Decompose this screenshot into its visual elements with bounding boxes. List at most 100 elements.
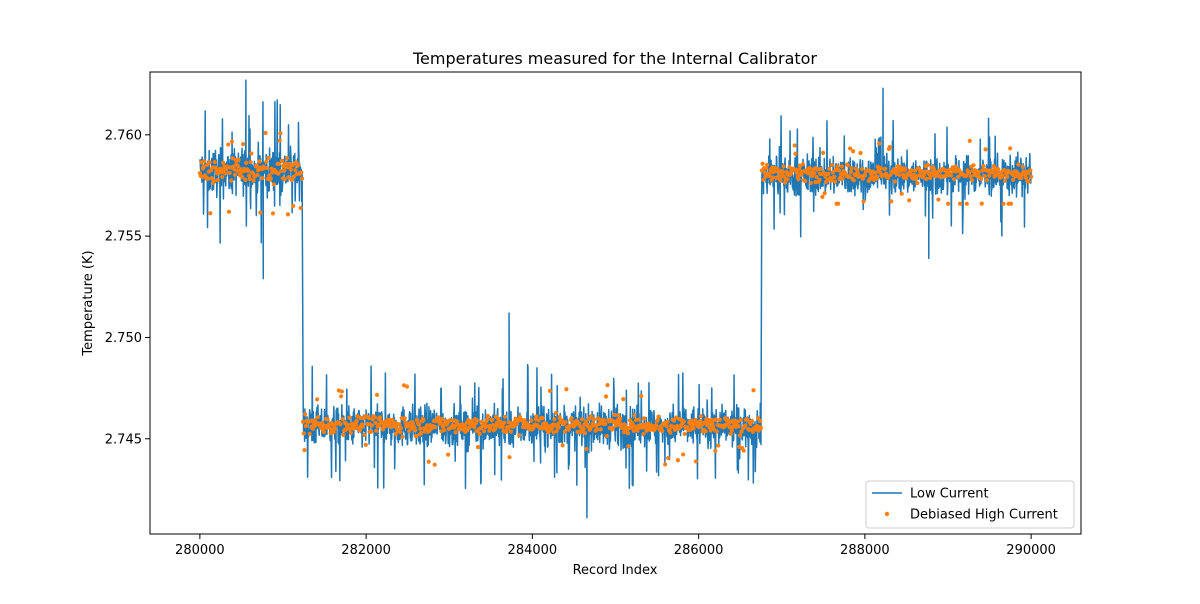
data-point bbox=[426, 459, 431, 464]
data-point bbox=[716, 443, 721, 448]
data-point bbox=[205, 176, 211, 181]
data-point bbox=[438, 420, 443, 426]
data-point bbox=[978, 176, 984, 182]
data-point bbox=[632, 413, 637, 418]
data-point bbox=[321, 429, 327, 435]
data-point bbox=[678, 424, 683, 429]
data-point bbox=[362, 432, 367, 438]
data-point bbox=[410, 420, 416, 426]
data-point bbox=[743, 423, 748, 428]
data-point bbox=[889, 199, 894, 204]
data-point bbox=[578, 424, 583, 429]
data-point bbox=[393, 431, 398, 436]
data-point bbox=[899, 191, 904, 196]
data-point bbox=[836, 168, 841, 173]
data-point bbox=[925, 162, 930, 168]
data-point bbox=[909, 168, 914, 173]
data-point bbox=[615, 413, 621, 418]
data-point bbox=[320, 420, 325, 426]
data-point bbox=[855, 170, 860, 175]
data-point bbox=[508, 429, 514, 434]
data-point bbox=[714, 429, 719, 434]
data-point bbox=[667, 427, 672, 432]
data-point bbox=[681, 419, 686, 424]
data-point bbox=[703, 429, 708, 434]
data-point bbox=[833, 167, 838, 173]
data-point bbox=[764, 162, 770, 167]
data-point bbox=[739, 429, 744, 434]
data-point bbox=[833, 179, 838, 184]
data-point bbox=[251, 178, 256, 183]
data-point bbox=[577, 421, 582, 426]
data-point bbox=[603, 394, 609, 399]
data-point bbox=[1002, 178, 1008, 183]
data-point bbox=[996, 167, 1001, 172]
data-point bbox=[713, 417, 719, 422]
data-point bbox=[709, 417, 714, 422]
data-point bbox=[226, 142, 231, 147]
data-point bbox=[507, 455, 512, 460]
data-point bbox=[369, 423, 374, 428]
data-point bbox=[279, 168, 284, 174]
data-point bbox=[298, 205, 303, 211]
data-point bbox=[455, 419, 460, 424]
data-point bbox=[490, 417, 495, 422]
data-point bbox=[502, 414, 508, 419]
data-point bbox=[601, 417, 606, 423]
data-point bbox=[964, 201, 969, 206]
data-point bbox=[517, 433, 522, 438]
data-point bbox=[307, 431, 312, 436]
x-tick-label: 288000 bbox=[840, 543, 890, 558]
data-point bbox=[832, 174, 837, 179]
data-point bbox=[380, 427, 386, 432]
data-point bbox=[983, 147, 988, 152]
data-point bbox=[603, 421, 608, 426]
data-point bbox=[374, 392, 380, 397]
data-point bbox=[220, 160, 226, 165]
data-point bbox=[584, 446, 589, 451]
data-point bbox=[848, 169, 853, 174]
data-point bbox=[442, 428, 447, 433]
data-point bbox=[591, 417, 597, 422]
data-point bbox=[440, 417, 445, 422]
data-point bbox=[800, 162, 806, 167]
data-point bbox=[639, 393, 644, 399]
data-point bbox=[778, 178, 783, 183]
data-point bbox=[817, 177, 822, 182]
data-point bbox=[738, 417, 743, 422]
chart-title: Temperatures measured for the Internal C… bbox=[412, 49, 817, 68]
data-point bbox=[339, 389, 344, 394]
data-point bbox=[315, 397, 320, 402]
data-point bbox=[594, 427, 600, 432]
data-point bbox=[780, 170, 785, 175]
data-point bbox=[878, 165, 883, 171]
data-point bbox=[668, 430, 673, 435]
data-point bbox=[363, 442, 368, 447]
data-point bbox=[666, 455, 671, 461]
data-point bbox=[840, 176, 845, 181]
data-point bbox=[348, 430, 353, 436]
data-point bbox=[682, 431, 687, 437]
data-point bbox=[534, 414, 539, 419]
data-point bbox=[247, 176, 252, 182]
data-point bbox=[969, 177, 975, 183]
data-point bbox=[419, 430, 424, 435]
data-point bbox=[477, 431, 482, 436]
data-point bbox=[976, 169, 981, 175]
data-point bbox=[260, 176, 265, 181]
data-point bbox=[418, 426, 423, 431]
data-point bbox=[227, 170, 232, 176]
data-point bbox=[807, 165, 812, 171]
data-point bbox=[660, 428, 665, 434]
data-point bbox=[215, 178, 220, 183]
data-point bbox=[249, 151, 254, 156]
y-axis-label: Temperature (K) bbox=[81, 250, 96, 356]
data-point bbox=[230, 156, 235, 161]
data-point bbox=[839, 164, 844, 169]
data-point bbox=[851, 178, 856, 183]
data-point bbox=[348, 426, 353, 431]
data-point bbox=[210, 165, 215, 170]
data-point bbox=[860, 176, 865, 181]
data-point bbox=[836, 201, 841, 206]
data-point bbox=[736, 424, 741, 429]
